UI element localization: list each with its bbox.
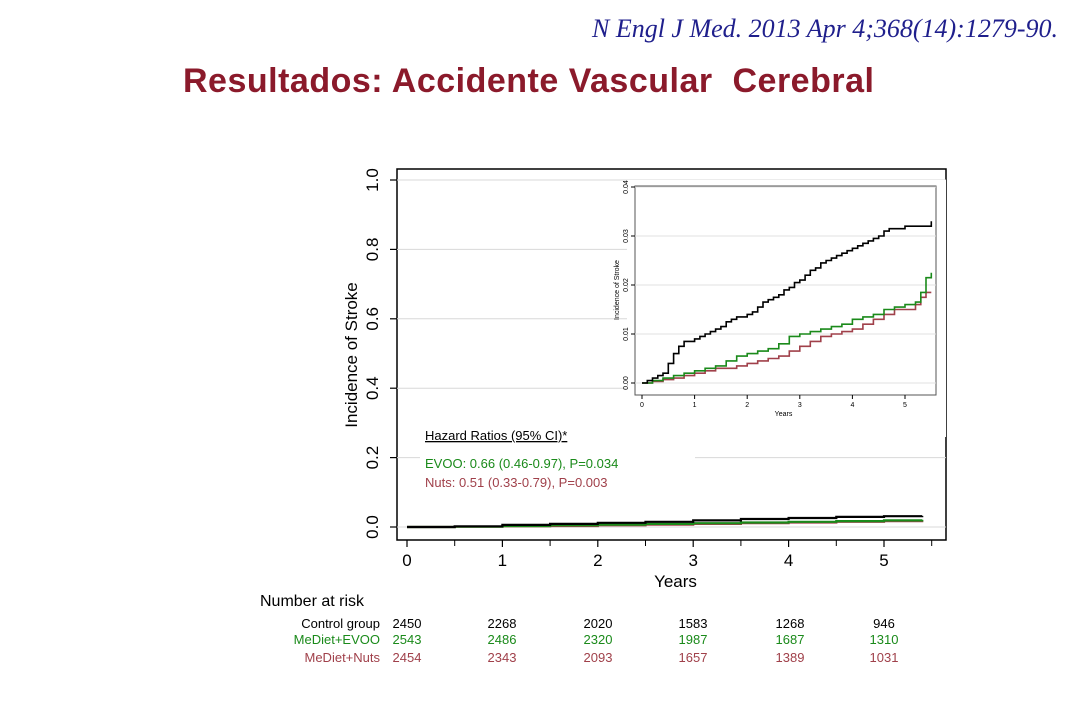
y-tick-label: 1.0 bbox=[363, 168, 382, 192]
risk-value-evoo: 2543 bbox=[392, 632, 422, 647]
hr-title: Hazard Ratios (95% CI)* bbox=[425, 428, 567, 443]
inset-series-control bbox=[642, 221, 933, 384]
inset-y-tick-label: 0.03 bbox=[623, 229, 630, 243]
risk-value-evoo: 1310 bbox=[869, 632, 899, 647]
hr-evoo: EVOO: 0.66 (0.46-0.97), P=0.034 bbox=[425, 456, 618, 471]
inset-x-axis-label: Years bbox=[775, 411, 793, 418]
inset-y-axis-label: Incidence of Stroke bbox=[614, 260, 621, 320]
inset-y-tick-label: 0.01 bbox=[623, 327, 630, 341]
y-axis-label: Incidence of Stroke bbox=[342, 282, 361, 428]
inset-series-evoo bbox=[642, 272, 933, 384]
risk-value-nuts: 2093 bbox=[583, 650, 613, 665]
slide-title: Resultados: Accidente Vascular Cerebral bbox=[183, 62, 875, 100]
risk-value-nuts: 2454 bbox=[392, 650, 422, 665]
inset-x-tick-label: 1 bbox=[693, 402, 697, 409]
inset-y-tick-label: 0.04 bbox=[623, 180, 630, 194]
risk-row-label-evoo: MeDiet+EVOO bbox=[293, 632, 380, 647]
risk-value-control: 2268 bbox=[487, 616, 517, 631]
inset-x-tick-label: 0 bbox=[640, 402, 644, 409]
number-at-risk-title: Number at risk bbox=[260, 593, 365, 610]
risk-value-evoo: 2486 bbox=[487, 632, 517, 647]
inset-x-tick-label: 5 bbox=[903, 402, 907, 409]
risk-value-nuts: 2343 bbox=[487, 650, 517, 665]
inset-x-tick-label: 2 bbox=[745, 402, 749, 409]
x-tick-label: 0 bbox=[402, 551, 411, 570]
risk-value-control: 1583 bbox=[678, 616, 708, 631]
y-tick-label: 0.2 bbox=[363, 446, 382, 470]
x-tick-label: 2 bbox=[593, 551, 602, 570]
y-tick-label: 0.6 bbox=[363, 307, 382, 331]
x-axis-label: Years bbox=[654, 572, 697, 591]
risk-value-evoo: 1687 bbox=[775, 632, 805, 647]
x-tick-label: 4 bbox=[784, 551, 793, 570]
y-tick-label: 0.0 bbox=[363, 515, 382, 539]
x-tick-label: 1 bbox=[498, 551, 507, 570]
risk-value-nuts: 1389 bbox=[775, 650, 805, 665]
x-tick-label: 5 bbox=[879, 551, 888, 570]
main-series-control bbox=[407, 515, 924, 529]
risk-value-nuts: 1657 bbox=[678, 650, 708, 665]
inset-series-nuts bbox=[642, 291, 932, 384]
risk-value-evoo: 1987 bbox=[678, 632, 708, 647]
x-tick-label: 3 bbox=[688, 551, 697, 570]
risk-value-evoo: 2320 bbox=[583, 632, 613, 647]
y-tick-label: 0.4 bbox=[363, 376, 382, 400]
risk-row-label-control: Control group bbox=[301, 616, 380, 631]
y-tick-label: 0.8 bbox=[363, 238, 382, 262]
citation: N Engl J Med. 2013 Apr 4;368(14):1279-90… bbox=[591, 14, 1058, 43]
risk-value-control: 2450 bbox=[392, 616, 422, 631]
inset-x-tick-label: 3 bbox=[798, 402, 802, 409]
inset-y-tick-label: 0.02 bbox=[623, 278, 630, 292]
risk-value-control: 2020 bbox=[583, 616, 613, 631]
risk-value-control: 946 bbox=[873, 616, 895, 631]
risk-row-label-nuts: MeDiet+Nuts bbox=[304, 650, 381, 665]
risk-value-nuts: 1031 bbox=[869, 650, 899, 665]
hr-nuts: Nuts: 0.51 (0.33-0.79), P=0.003 bbox=[425, 475, 607, 490]
inset-y-tick-label: 0.00 bbox=[623, 376, 630, 390]
inset-x-tick-label: 4 bbox=[850, 402, 854, 409]
risk-value-control: 1268 bbox=[775, 616, 805, 631]
